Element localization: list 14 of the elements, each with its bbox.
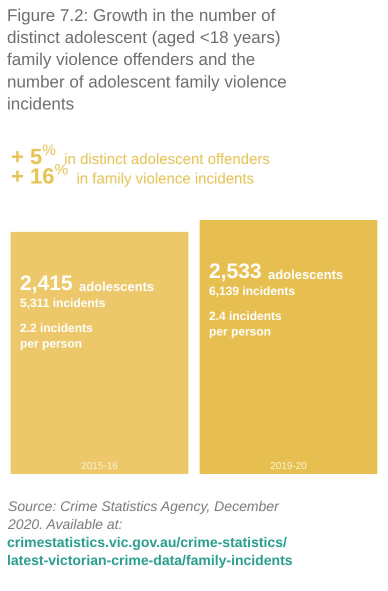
annotation: adolescents	[268, 267, 344, 282]
annotation: 6,139 incidents	[209, 284, 296, 298]
annotation: 2.2 incidents per person	[20, 321, 94, 351]
annotation: 2.4 incidents per person	[209, 309, 282, 339]
source-note: Source: Crime Statistics Agency, December 2020. Available at:	[7, 498, 280, 532]
chart-title: Figure 7.2: Growth in the number of distinct adolescent (aged <18 years) family violence offenders and the number of adolescent family violence incidents	[7, 6, 287, 114]
text: crimestatistics.vic.gov.au/crime-statistics/latest-victorian-crime-data/family-incidents	[7, 534, 293, 568]
chart-subtitle: + 5$^{%}$ in distinct adolescent offenders + 16$^{%}$ in family violence incidents	[11, 142, 270, 189]
x-tick-label: 2015-16	[81, 461, 118, 472]
data-label: 2,533	[209, 260, 262, 283]
x-tick-label: 2019-20	[270, 461, 308, 472]
annotation: adolescents	[79, 279, 154, 294]
data-label: 2,415	[20, 272, 73, 295]
annotation: 5,311 incidents	[20, 296, 106, 310]
